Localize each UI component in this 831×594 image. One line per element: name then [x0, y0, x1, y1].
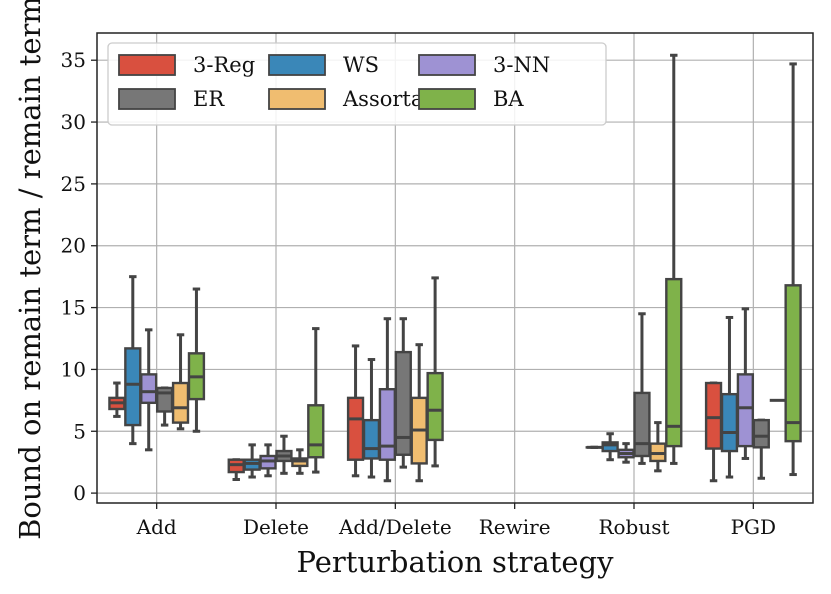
- box-3-reg-delete: [227, 458, 245, 481]
- box-body: [346, 396, 365, 461]
- box-body: [124, 347, 142, 427]
- legend-label: 3-Reg: [193, 53, 255, 77]
- box-3-nn-delete: [259, 443, 277, 478]
- legend-swatch: [418, 88, 476, 110]
- box-ws-add: [124, 275, 142, 446]
- box-body: [736, 373, 755, 448]
- box-ba-robust: [665, 53, 683, 465]
- legend-item-3-reg: 3-Reg: [118, 53, 255, 77]
- legend-frame: [107, 42, 607, 126]
- legend-label: WS: [343, 53, 379, 77]
- box-ws-add-delete: [362, 358, 381, 479]
- y-tick-label: 15: [61, 296, 86, 320]
- x-tick-label: Delete: [243, 515, 309, 539]
- legend-label: ER: [193, 87, 225, 111]
- x-tick-label: Add: [136, 515, 177, 539]
- box-body: [362, 418, 381, 460]
- y-tick-label: 10: [61, 357, 86, 381]
- y-tick-label: 35: [61, 48, 86, 72]
- legend-swatch: [268, 88, 326, 110]
- box-body: [752, 418, 770, 449]
- ticks-layer: 0 5 10 15 20 25 30 35 Add Delete Add/Delete Rewire R…: [61, 48, 777, 539]
- box-ba-pgd: [784, 62, 802, 477]
- box-body: [307, 404, 325, 459]
- y-tick-label: 25: [61, 172, 86, 196]
- x-tick-label: Robust: [598, 515, 669, 539]
- box-er-add-delete: [394, 317, 412, 469]
- x-tick-label: PGD: [731, 515, 776, 539]
- box-3-reg-pgd: [704, 381, 723, 483]
- y-tick-label: 30: [61, 110, 86, 134]
- box-assortative-robust: [649, 421, 667, 473]
- box-3-nn-add: [140, 328, 158, 452]
- box-assortative-add: [171, 333, 190, 431]
- legend-swatch: [118, 54, 176, 76]
- box-3-nn-pgd: [736, 307, 755, 460]
- box-ba-add-delete: [426, 276, 444, 468]
- box-body: [171, 381, 190, 424]
- y-tick-label: 20: [61, 234, 86, 258]
- boxes-layer: [108, 53, 802, 483]
- box-ws-pgd: [720, 315, 739, 479]
- box-ws-delete: [243, 443, 261, 479]
- box-ba-add: [187, 287, 206, 433]
- box-er-add: [155, 386, 174, 427]
- y-tick-label: 0: [73, 481, 86, 505]
- legend-item-ws: WS: [268, 53, 379, 77]
- box-body: [426, 371, 444, 442]
- box-3-nn-add-delete: [378, 317, 397, 483]
- box-er-robust: [633, 312, 651, 465]
- box-body: [633, 391, 651, 458]
- y-axis-title: Bound on remain term / remain term: [13, 0, 47, 540]
- box-body: [704, 381, 723, 450]
- box-ws-robust: [601, 432, 619, 462]
- box-er-delete: [275, 434, 293, 475]
- x-tick-label: Rewire: [479, 515, 551, 539]
- box-body: [784, 284, 802, 443]
- box-3-reg-add-delete: [346, 344, 365, 478]
- box-assortative-delete: [291, 448, 309, 475]
- legend-item-er: ER: [118, 87, 225, 111]
- legend-swatch: [268, 54, 326, 76]
- box-3-reg-add: [108, 381, 126, 418]
- box-body: [394, 350, 412, 456]
- box-assortative-add-delete: [410, 343, 428, 483]
- legend-item-ba: BA: [418, 87, 524, 111]
- box-er-pgd: [752, 418, 770, 480]
- legend-swatch: [118, 88, 176, 110]
- legend-swatch: [418, 54, 476, 76]
- plot-frame: [96, 32, 814, 504]
- box-3-nn-robust: [617, 442, 635, 464]
- x-axis-title: Perturbation strategy: [296, 545, 614, 579]
- x-tick-label: Add/Delete: [338, 515, 452, 539]
- box-body: [601, 441, 619, 453]
- y-tick-label: 5: [73, 419, 86, 443]
- legend-item-3-nn: 3-NN: [418, 53, 550, 77]
- legend-label: BA: [493, 87, 524, 111]
- box-body: [665, 277, 683, 448]
- box-body: [720, 392, 739, 453]
- legend-label: 3-NN: [493, 53, 550, 77]
- box-ba-delete: [307, 327, 325, 474]
- box-body: [140, 373, 158, 405]
- box-body: [378, 388, 397, 461]
